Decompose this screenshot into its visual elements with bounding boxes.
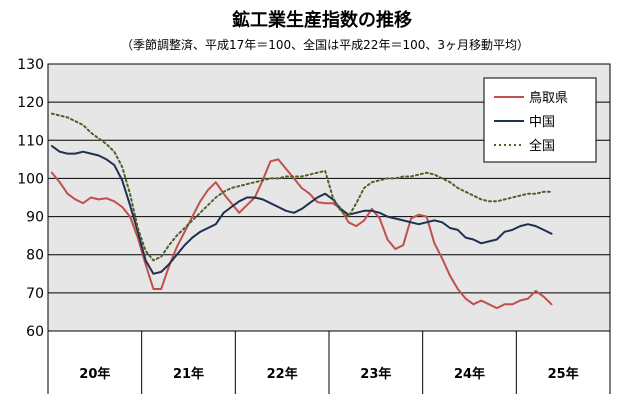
y-tick-label: 60	[26, 324, 44, 340]
series-lines	[50, 112, 553, 310]
series-line-3	[50, 112, 553, 262]
y-tick-label: 100	[17, 171, 44, 187]
x-tick-label: 21年	[173, 366, 204, 382]
y-tick-label: 70	[26, 286, 44, 302]
y-tick-label: 80	[26, 248, 44, 264]
series-line-2	[50, 145, 553, 275]
series-line-1	[50, 158, 553, 310]
x-tick-label: 23年	[360, 366, 391, 382]
y-tick-label: 110	[17, 133, 44, 149]
x-tick-label: 20年	[79, 366, 110, 382]
y-tick-label: 90	[26, 210, 44, 226]
legend-label-2: 中国	[529, 115, 555, 130]
y-axis-ticks: 60 70 80 90 100 110 120 130	[17, 57, 44, 340]
x-axis: 20年 21年 22年 23年 24年 25年	[47, 331, 611, 394]
chart-title: 鉱工業生産指数の推移	[232, 9, 412, 31]
plot-border	[47, 63, 611, 332]
chart-subtitle: （季節調整済、平成17年＝100、全国は平成22年＝100、3ヶ月移動平均）	[121, 37, 529, 52]
x-tick-label: 25年	[548, 366, 579, 382]
y-tick-label: 130	[17, 57, 44, 73]
x-tick-label: 22年	[267, 366, 298, 382]
legend-label-1: 鳥取県	[529, 91, 568, 106]
y-tick-label: 120	[17, 95, 44, 111]
legend-label-3: 全国	[529, 138, 555, 154]
x-tick-label: 24年	[454, 366, 485, 382]
